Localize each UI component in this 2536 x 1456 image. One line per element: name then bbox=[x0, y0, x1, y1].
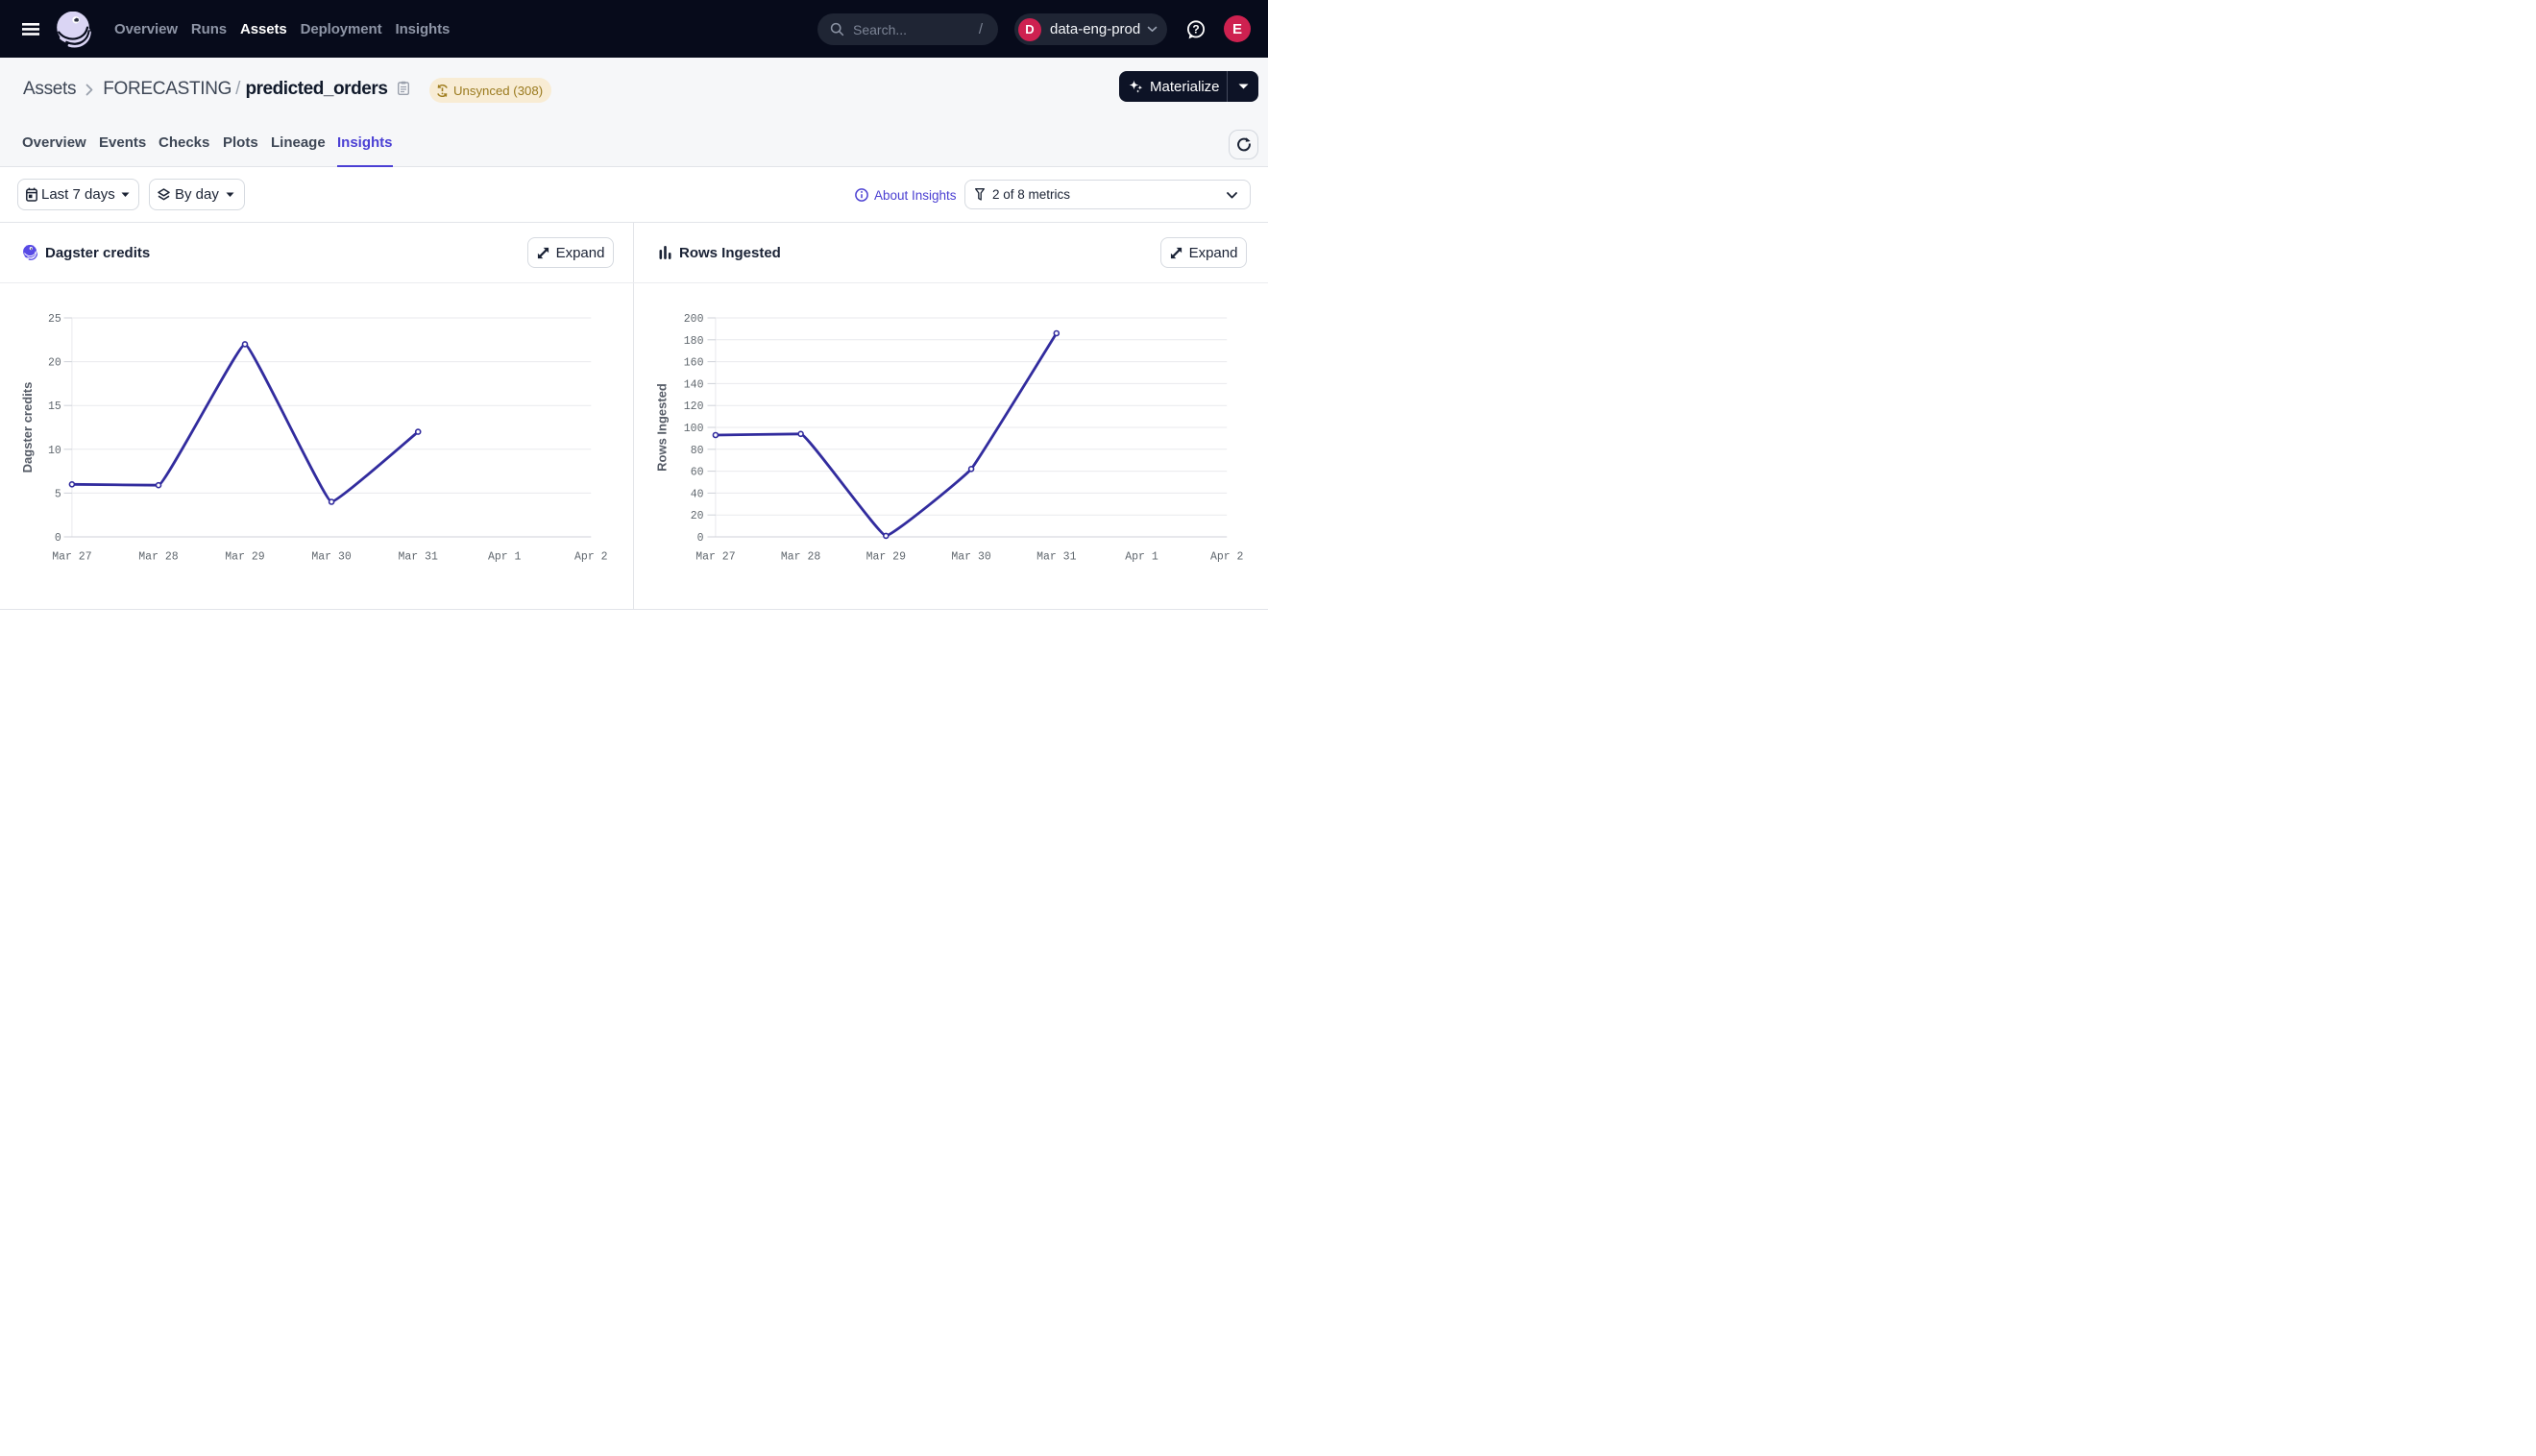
svg-text:Mar 31: Mar 31 bbox=[398, 551, 438, 564]
svg-text:Apr 1: Apr 1 bbox=[1125, 551, 1158, 564]
svg-text:180: 180 bbox=[684, 335, 704, 348]
svg-text:10: 10 bbox=[48, 445, 61, 457]
svg-text:Mar 29: Mar 29 bbox=[866, 551, 907, 564]
svg-text:25: 25 bbox=[48, 313, 61, 326]
svg-text:Mar 28: Mar 28 bbox=[781, 551, 821, 564]
svg-text:Mar 29: Mar 29 bbox=[225, 551, 265, 564]
svg-text:Dagster credits: Dagster credits bbox=[20, 382, 35, 473]
svg-text:15: 15 bbox=[48, 400, 61, 413]
svg-text:200: 200 bbox=[684, 313, 704, 326]
svg-text:Mar 27: Mar 27 bbox=[695, 551, 735, 564]
svg-text:20: 20 bbox=[48, 357, 61, 370]
svg-text:80: 80 bbox=[691, 445, 704, 457]
svg-text:160: 160 bbox=[684, 357, 704, 370]
svg-text:20: 20 bbox=[691, 510, 704, 522]
svg-text:Apr 2: Apr 2 bbox=[1210, 551, 1244, 564]
svg-text:0: 0 bbox=[697, 532, 704, 545]
svg-text:Mar 31: Mar 31 bbox=[1036, 551, 1077, 564]
svg-text:Mar 30: Mar 30 bbox=[951, 551, 991, 564]
svg-text:120: 120 bbox=[684, 400, 704, 413]
svg-text:40: 40 bbox=[691, 488, 704, 500]
svg-text:Mar 30: Mar 30 bbox=[311, 551, 352, 564]
svg-text:Mar 27: Mar 27 bbox=[52, 551, 91, 564]
svg-text:Apr 2: Apr 2 bbox=[574, 551, 608, 564]
svg-text:60: 60 bbox=[691, 467, 704, 479]
svg-text:5: 5 bbox=[55, 488, 61, 500]
svg-text:Mar 28: Mar 28 bbox=[138, 551, 179, 564]
svg-text:0: 0 bbox=[55, 532, 61, 545]
svg-text:?: ? bbox=[1192, 23, 1199, 36]
svg-text:100: 100 bbox=[684, 423, 704, 435]
svg-text:Rows Ingested: Rows Ingested bbox=[655, 383, 670, 472]
svg-text:140: 140 bbox=[684, 378, 704, 391]
svg-text:Apr 1: Apr 1 bbox=[488, 551, 522, 564]
